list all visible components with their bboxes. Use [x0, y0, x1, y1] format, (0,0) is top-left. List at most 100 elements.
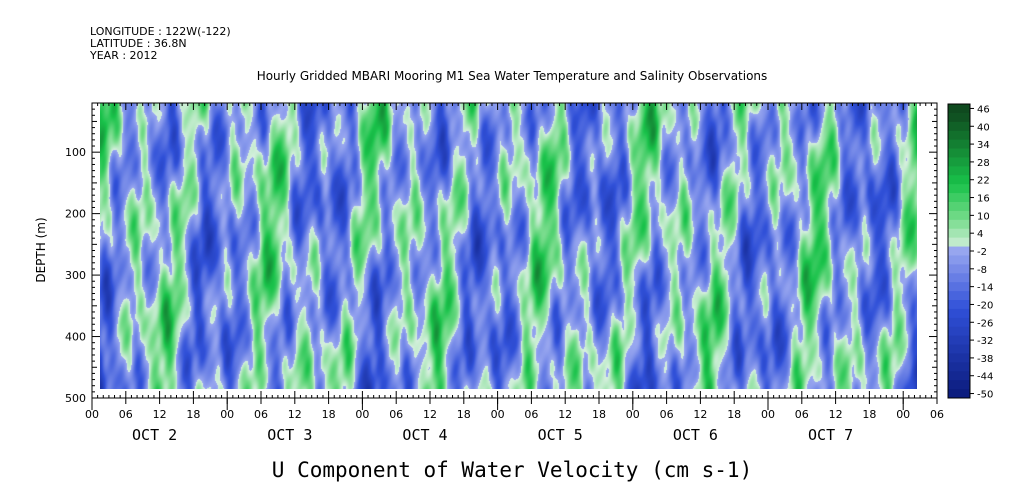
- colorbar-swatch: [948, 219, 970, 230]
- day-label: OCT 5: [538, 426, 583, 444]
- x-axis-label: U Component of Water Velocity (cm s-1): [272, 458, 752, 482]
- x-tick-label: 06: [660, 408, 674, 421]
- colorbar-swatch: [948, 139, 970, 150]
- x-tick-label: 06: [389, 408, 403, 421]
- colorbar-swatch: [948, 255, 970, 265]
- day-label: OCT 7: [808, 426, 853, 444]
- x-tick-label: 12: [558, 408, 572, 421]
- x-tick-label: 12: [423, 408, 437, 421]
- colorbar-swatch: [948, 380, 970, 390]
- x-tick-label: 00: [896, 408, 910, 421]
- colorbar-swatch: [948, 291, 970, 301]
- chart-title: Hourly Gridded MBARI Mooring M1 Sea Wate…: [257, 69, 768, 83]
- colorbar-swatch: [948, 157, 970, 167]
- x-tick-label: 18: [186, 408, 200, 421]
- y-tick-label: 100: [65, 146, 86, 159]
- colorbar-label: -14: [977, 283, 993, 294]
- colorbar-swatch: [948, 202, 970, 212]
- colorbar-label: -50: [977, 390, 993, 401]
- colorbar-swatch: [948, 112, 970, 123]
- colorbar-label: -38: [977, 354, 993, 365]
- colorbar-swatch: [948, 362, 970, 372]
- colorbar-label: -20: [977, 300, 993, 311]
- colorbar-swatch: [948, 371, 970, 381]
- day-label: OCT 2: [132, 426, 177, 444]
- top-axis-ticks: [91, 103, 938, 110]
- colorbar-swatch: [948, 326, 970, 337]
- colorbar-label: 4: [977, 229, 983, 240]
- x-tick-label: 18: [457, 408, 471, 421]
- heatmap-area: [100, 103, 917, 389]
- colorbar-label: -8: [977, 265, 987, 276]
- colorbar-swatch: [948, 246, 970, 256]
- y-tick-label: 400: [65, 331, 86, 344]
- y-tick-label: 500: [65, 392, 86, 405]
- colorbar: 46 40 34 28 22 16 10 4 -2 -8 -14 -20 -26 -32 -38 -44 -50: [947, 103, 993, 401]
- colorbar-swatch: [948, 344, 970, 354]
- latitude-label: LATITUDE : 36.8N: [90, 37, 187, 50]
- x-tick-label: 06: [254, 408, 268, 421]
- y-tick-label: 200: [65, 208, 86, 221]
- colorbar-label: 40: [977, 122, 990, 133]
- colorbar-swatch: [948, 237, 970, 248]
- x-tick-label: 12: [153, 408, 167, 421]
- colorbar-label: 34: [977, 140, 990, 151]
- day-label: OCT 3: [267, 426, 312, 444]
- colorbar-label: 16: [977, 194, 990, 205]
- x-tick-label: 06: [524, 408, 538, 421]
- x-tick-label: 06: [795, 408, 809, 421]
- x-tick-label: 06: [119, 408, 133, 421]
- x-tick-label: 12: [288, 408, 302, 421]
- colorbar-swatch: [948, 193, 970, 203]
- colorbar-swatch: [948, 148, 970, 158]
- colorbar-label: -32: [977, 336, 993, 347]
- colorbar-swatch: [948, 104, 970, 114]
- heatmap-image: [100, 103, 917, 389]
- colorbar-swatch: [948, 228, 970, 239]
- x-tick-label: 00: [355, 408, 369, 421]
- x-axis: 00 06 12 18 00 06 12 18 00 06 12 18 00 06 12 18 00 06 12 18…: [85, 391, 944, 444]
- colorbar-label: 10: [977, 211, 990, 222]
- longitude-label: LONGITUDE : 122W(-122): [90, 25, 231, 38]
- colorbar-label: -44: [977, 372, 993, 383]
- day-label: OCT 4: [402, 426, 447, 444]
- x-tick-label: 00: [491, 408, 505, 421]
- colorbar-swatch: [948, 210, 970, 221]
- y-axis-label: DEPTH (m): [34, 217, 48, 282]
- x-tick-label: 00: [85, 408, 99, 421]
- colorbar-swatch: [948, 308, 970, 319]
- year-label: YEAR : 2012: [89, 49, 158, 62]
- colorbar-label: 22: [977, 176, 990, 187]
- colorbar-swatch: [948, 317, 970, 328]
- x-tick-label: 12: [829, 408, 843, 421]
- x-tick-label: 18: [862, 408, 876, 421]
- colorbar-swatch: [948, 335, 970, 346]
- x-tick-label: 00: [220, 408, 234, 421]
- colorbar-swatch: [948, 175, 970, 185]
- colorbar-swatch: [948, 300, 970, 310]
- x-tick-label: 18: [727, 408, 741, 421]
- colorbar-swatch: [948, 184, 970, 194]
- colorbar-swatch: [948, 130, 970, 141]
- colorbar-swatch: [948, 166, 970, 176]
- colorbar-swatch: [948, 264, 970, 274]
- colorbar-swatch: [948, 353, 970, 363]
- colorbar-label: -26: [977, 318, 993, 329]
- y-axis: 100 200 300 400 500: [65, 102, 937, 405]
- colorbar-swatch: [948, 282, 970, 292]
- x-tick-label: 00: [626, 408, 640, 421]
- x-tick-label: 18: [322, 408, 336, 421]
- colorbar-swatch: [948, 273, 970, 283]
- colorbar-label: 28: [977, 158, 990, 169]
- y-tick-label: 300: [65, 269, 86, 282]
- x-tick-label: 06: [930, 408, 944, 421]
- x-tick-label: 12: [693, 408, 707, 421]
- day-label: OCT 6: [673, 426, 718, 444]
- colorbar-label: 46: [977, 104, 990, 115]
- colorbar-label: -2: [977, 247, 987, 258]
- x-tick-label: 18: [592, 408, 606, 421]
- x-tick-label: 00: [761, 408, 775, 421]
- colorbar-swatch: [948, 389, 970, 399]
- colorbar-swatch: [948, 121, 970, 132]
